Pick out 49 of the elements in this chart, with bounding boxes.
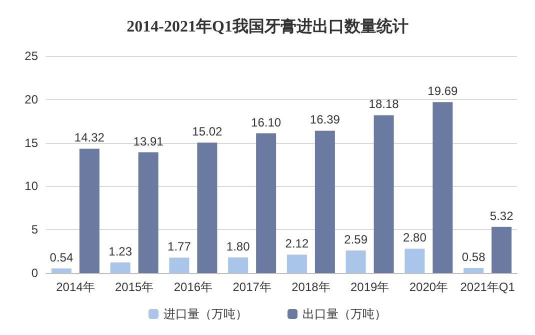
bar: [286, 254, 307, 273]
data-label: 15.02: [192, 124, 223, 139]
data-label: 2.59: [344, 232, 368, 247]
y-tick-label: 20: [24, 92, 38, 106]
x-tick-label: 2016年: [174, 280, 213, 294]
data-label: 0.58: [462, 250, 486, 264]
y-tick-label: 5: [31, 222, 38, 237]
bar: [464, 268, 484, 273]
bar: [169, 258, 190, 273]
bar: [346, 250, 366, 273]
data-label: 2.80: [403, 230, 427, 245]
data-label: 19.69: [428, 84, 458, 98]
bar: [492, 226, 512, 273]
chart-title: 2014-2021年Q1我国牙膏进出口数量统计: [126, 18, 408, 36]
data-label: 1.77: [168, 240, 192, 254]
data-label: 1.80: [226, 239, 250, 254]
bar: [228, 257, 248, 273]
data-label: 1.23: [108, 244, 132, 258]
bar: [110, 262, 130, 273]
bar: [197, 142, 218, 273]
y-tick-label: 25: [24, 49, 38, 63]
data-label: 2.12: [285, 236, 309, 251]
y-tick-label: 0: [31, 266, 38, 280]
x-tick-label: 2019年: [350, 280, 390, 294]
y-tick-label: 10: [24, 179, 38, 194]
bar: [314, 130, 335, 273]
x-tick-label: 2017年: [232, 280, 272, 294]
bar: [374, 115, 394, 273]
bar: [51, 268, 72, 273]
data-label: 13.91: [133, 134, 164, 148]
data-label: 16.39: [310, 112, 340, 127]
data-label: 14.32: [74, 130, 105, 145]
bar: [256, 133, 276, 273]
data-label: 18.18: [368, 97, 400, 112]
data-label: 5.32: [490, 208, 514, 223]
x-tick-label: 2015年: [114, 280, 154, 294]
x-tick-label: 2020年: [409, 280, 448, 294]
bar: [404, 248, 425, 273]
bar: [138, 152, 158, 273]
x-tick-label: 2018年: [292, 280, 330, 294]
x-tick-label: 2021年Q1: [460, 280, 516, 294]
bar: [432, 102, 453, 273]
legend-label: 进口量（万吨）: [164, 307, 248, 321]
x-tick-label: 2014年: [56, 280, 95, 294]
bar: [79, 148, 100, 273]
y-tick-label: 15: [24, 136, 38, 150]
data-label: 0.54: [50, 250, 74, 264]
data-label: 16.10: [251, 115, 282, 130]
legend-label: 出口量（万吨）: [302, 307, 386, 321]
